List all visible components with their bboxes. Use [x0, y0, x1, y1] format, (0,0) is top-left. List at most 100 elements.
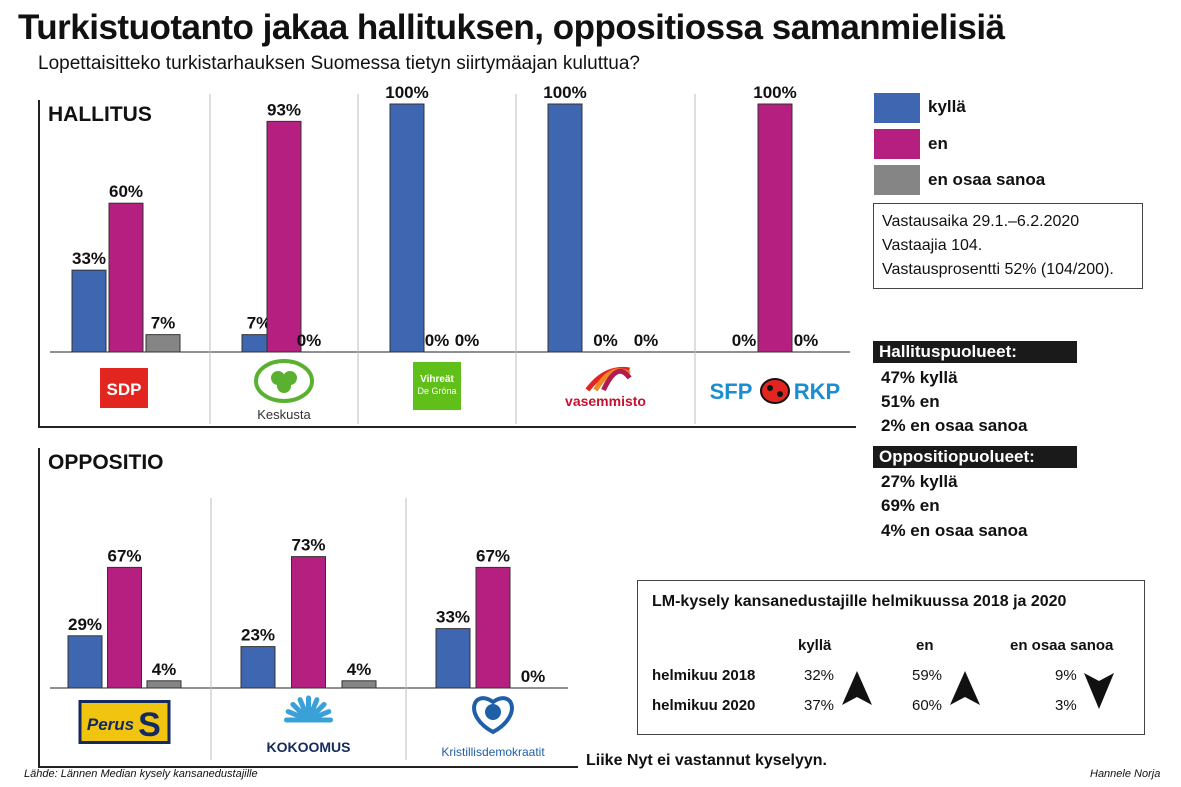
keskusta-logo-text: Keskusta — [257, 407, 311, 422]
chart-subtitle: Lopettaisitteko turkistarhauksen Suomess… — [38, 53, 640, 74]
legend-swatch-en — [874, 129, 920, 159]
vihreat-logo-icon — [413, 362, 461, 410]
chart-title: Turkistuotanto jakaa hallituksen, opposi… — [18, 8, 1005, 47]
footer-note: Liike Nyt ei vastannut kyselyyn. — [586, 752, 827, 769]
lm-2020-eos: 3% — [1055, 697, 1077, 714]
legend-label-kylla: kyllä — [928, 97, 966, 116]
bar-en — [266, 120, 302, 353]
data-label-eos: 0% — [794, 331, 819, 350]
hallitus-panel-frame — [38, 100, 856, 428]
lm-survey-table: LM-kysely kansanedustajille helmikuussa … — [637, 580, 1145, 735]
keskusta-clover-icon — [254, 359, 314, 403]
data-label-en: 67% — [476, 546, 510, 565]
data-label-eos: 0% — [455, 331, 480, 350]
data-label-kylla: 7% — [247, 314, 272, 333]
data-label-eos: 0% — [297, 331, 322, 350]
lm-col-en: en — [916, 637, 934, 654]
ladybug-spot-icon — [767, 385, 773, 391]
bar-en — [107, 566, 142, 689]
oppositio-label: OPPOSITIO — [48, 451, 164, 474]
survey-info-box: Vastausaika 29.1.–6.2.2020 Vastaajia 104… — [873, 203, 1143, 289]
bar-kylla — [547, 103, 583, 353]
vihreat-logo-text: Vihreät — [420, 374, 454, 385]
data-label-en: 73% — [291, 536, 325, 555]
data-label-en: 67% — [107, 546, 141, 565]
lm-2018-en: 59% — [912, 667, 943, 684]
data-label-kylla: 23% — [241, 626, 275, 645]
vihreat-logo-text2: De Gröna — [417, 386, 456, 396]
keskusta-leaf-icon — [277, 379, 291, 393]
perus-logo-s: S — [138, 706, 161, 744]
lm-col-eos: en osaa sanoa — [1010, 637, 1114, 654]
vasemmisto-swoosh-icon — [601, 368, 632, 392]
data-label-eos: 0% — [634, 331, 659, 350]
trend-up-arrow-icon — [842, 671, 872, 705]
kd-logo-text: Kristillisdemokraatit — [441, 745, 545, 759]
hallitus-label: HALLITUS — [48, 103, 152, 126]
data-label-kylla: 100% — [385, 83, 428, 102]
sdp-logo-text: SDP — [107, 380, 142, 399]
government-no: 51% en — [881, 392, 940, 411]
bar-en — [108, 202, 144, 353]
legend-swatch-kylla — [874, 93, 920, 123]
perus-logo-text: Perus — [87, 715, 134, 734]
ladybug-icon — [760, 378, 790, 404]
government-parties-header: Hallituspuolueet: — [873, 341, 1077, 363]
data-label-eos: 0% — [521, 667, 546, 686]
data-label-eos: 4% — [347, 660, 372, 679]
data-label-eos: 4% — [152, 660, 177, 679]
data-label-en: 0% — [593, 331, 618, 350]
legend-label-eos: en osaa sanoa — [928, 170, 1046, 189]
bar-eos — [146, 680, 182, 689]
kokoomus-logo-text: KOKOOMUS — [267, 739, 351, 755]
rkp-logo-text: RKP — [794, 379, 840, 404]
government-yes: 47% kyllä — [881, 368, 958, 387]
opposition-yes: 27% kyllä — [881, 472, 958, 491]
data-label-en: 60% — [109, 182, 143, 201]
lm-table-title: LM-kysely kansanedustajille helmikuussa … — [652, 593, 1067, 610]
data-label-kylla: 33% — [436, 608, 470, 627]
government-dont-know: 2% en osaa sanoa — [881, 416, 1028, 435]
lm-2020-kylla: 37% — [804, 697, 835, 714]
lm-row-2018-label: helmikuu 2018 — [652, 667, 756, 684]
survey-response-rate: Vastausprosentti 52% (104/200). — [882, 261, 1114, 278]
sfp-logo-text: SFP — [710, 379, 753, 404]
bar-eos — [145, 334, 181, 353]
bar-eos — [341, 680, 377, 689]
data-label-kylla: 0% — [732, 331, 757, 350]
bar-en — [475, 566, 511, 689]
bar-kylla — [71, 269, 107, 353]
data-label-kylla: 100% — [543, 83, 586, 102]
bar-kylla — [67, 635, 103, 689]
opposition-no: 69% en — [881, 496, 940, 515]
trend-down-arrow-icon — [1084, 673, 1114, 709]
lm-2020-en: 60% — [912, 697, 943, 714]
lm-col-kylla: kyllä — [798, 637, 832, 654]
sdp-logo-icon — [100, 368, 148, 408]
lm-2018-eos: 9% — [1055, 667, 1077, 684]
survey-respondents: Vastaajia 104. — [882, 237, 983, 254]
bar-kylla — [435, 628, 471, 689]
source-credit: Lähde: Lännen Median kysely kansanedusta… — [24, 768, 258, 780]
perus-logo-inner — [81, 703, 168, 741]
oppositio-panel-frame — [38, 448, 578, 768]
vasemmisto-logo-text: vasemmisto — [565, 393, 646, 409]
lm-2018-kylla: 32% — [804, 667, 835, 684]
data-label-en: 100% — [753, 83, 796, 102]
bar-en — [291, 556, 326, 689]
opposition-dont-know: 4% en osaa sanoa — [881, 521, 1028, 540]
data-label-kylla: 29% — [68, 615, 102, 634]
data-label-eos: 7% — [151, 314, 176, 333]
data-label-en: 0% — [425, 331, 450, 350]
author-credit: Hannele Norja — [1090, 768, 1161, 780]
lm-row-2020-label: helmikuu 2020 — [652, 697, 756, 714]
bar-kylla — [240, 646, 276, 689]
ladybug-spot-icon — [777, 391, 783, 397]
trend-up-arrow-icon — [950, 671, 980, 705]
legend-swatch-eos — [874, 165, 920, 195]
data-label-en: 93% — [267, 100, 301, 119]
data-label-kylla: 33% — [72, 249, 106, 268]
kd-heart-center-icon — [485, 704, 501, 720]
survey-period: Vastausaika 29.1.–6.2.2020 — [882, 213, 1080, 230]
